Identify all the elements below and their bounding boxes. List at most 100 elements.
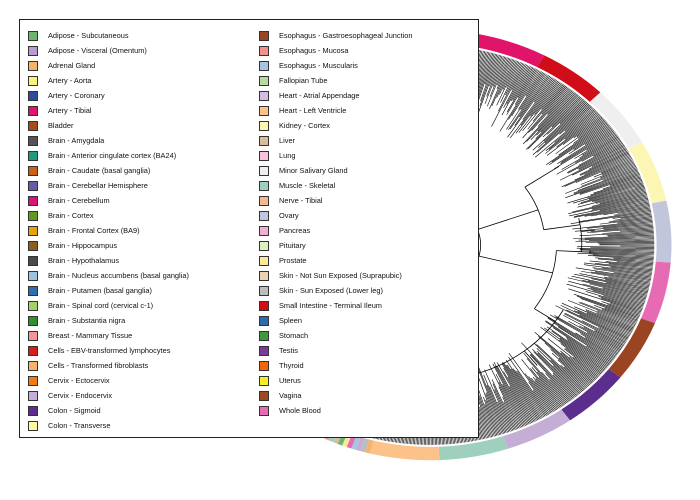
leaf-branch <box>595 190 646 204</box>
leaf-branch <box>603 276 650 286</box>
leaf-branch <box>521 359 561 408</box>
leaf-branch <box>577 252 654 258</box>
legend-swatch <box>28 270 38 281</box>
legend-label: Cervix - Ectocervix <box>48 376 110 385</box>
legend-item: Brain - Caudate (basal ganglia) <box>28 163 189 178</box>
leaf-branch <box>526 358 567 405</box>
legend-label: Brain - Amygdala <box>48 136 105 145</box>
ring-segment <box>561 369 621 421</box>
legend-swatch <box>28 135 38 146</box>
leaf-branch <box>568 320 622 351</box>
legend-label: Nerve - Tibial <box>279 196 323 205</box>
leaf-branch <box>485 393 502 435</box>
leaf-branch <box>586 312 632 333</box>
leaf-branch <box>594 263 653 271</box>
leaf-branch <box>619 228 654 232</box>
legend-item: Ovary <box>259 208 413 223</box>
leaf-branch <box>544 342 593 384</box>
legend-swatch <box>259 120 269 131</box>
legend-label: Prostate <box>279 256 307 265</box>
leaf-branch <box>495 373 524 427</box>
leaf-branch <box>538 102 589 148</box>
leaf-branch <box>617 207 651 214</box>
legend-item: Whole Blood <box>259 403 413 418</box>
leaf-branch <box>578 119 605 139</box>
legend-swatch <box>28 330 38 341</box>
leaf-branch <box>527 85 565 130</box>
leaf-branch <box>555 316 619 354</box>
leaf-branch <box>491 63 525 127</box>
leaf-branch <box>567 142 624 173</box>
leaf-branch <box>506 67 535 115</box>
legend-label: Adrenal Gland <box>48 61 96 70</box>
leaf-branch <box>605 282 649 292</box>
legend-label: Lung <box>279 151 296 160</box>
leaf-branch <box>484 53 496 85</box>
leaf-branch <box>507 376 535 423</box>
leaf-branch <box>603 206 651 216</box>
leaf-branch <box>531 367 564 406</box>
leaf-branch <box>573 116 603 139</box>
leaf-branch <box>545 111 598 154</box>
leaf-branch <box>506 65 529 105</box>
leaf-branch <box>508 357 550 415</box>
internal-branch <box>534 308 556 322</box>
legend-swatch <box>28 45 38 56</box>
legend-swatch <box>259 195 269 206</box>
leaf-branch <box>546 114 601 156</box>
leaf-branch <box>601 159 633 174</box>
leaf-branch <box>586 132 616 151</box>
leaf-branch <box>558 121 607 156</box>
leaf-branch <box>536 344 586 390</box>
leaf-branch <box>602 167 637 181</box>
leaf-branch <box>579 173 640 195</box>
leaf-branch <box>592 267 652 277</box>
internal-branch <box>534 250 557 309</box>
leaf-branch <box>577 145 625 170</box>
legend-item: Muscle - Skeletal <box>259 178 413 193</box>
legend-swatch <box>28 390 38 401</box>
leaf-branch <box>533 351 578 397</box>
leaf-branch <box>587 280 648 295</box>
legend-swatch <box>28 30 38 41</box>
leaf-branch <box>549 124 610 166</box>
legend-label: Small Intestine - Terminal Ileum <box>279 301 382 310</box>
leaf-branch <box>574 306 633 332</box>
leaf-branch <box>591 193 647 207</box>
legend-swatch <box>28 240 38 251</box>
leaf-branch <box>578 141 623 166</box>
legend-label: Brain - Anterior cingulate cortex (BA24) <box>48 151 177 160</box>
leaf-branch <box>528 376 555 412</box>
legend-item: Heart - Left Ventricle <box>259 103 413 118</box>
leaf-branch <box>585 310 633 331</box>
leaf-branch <box>491 379 516 430</box>
legend-item: Brain - Substantia nigra <box>28 313 189 328</box>
leaf-branch <box>501 363 538 421</box>
leaf-branch <box>532 376 559 410</box>
leaf-branch <box>572 182 644 204</box>
legend-label: Artery - Tibial <box>48 106 92 115</box>
leaf-branch <box>593 140 622 157</box>
legend-swatch <box>259 375 269 386</box>
leaf-branch <box>612 212 652 219</box>
leaf-branch <box>501 65 530 116</box>
legend-item: Skin - Sun Exposed (Lower leg) <box>259 283 413 298</box>
legend-label: Esophagus - Mucosa <box>279 46 349 55</box>
legend-item: Cells - Transformed fibroblasts <box>28 358 189 373</box>
legend-swatch <box>259 390 269 401</box>
leaf-branch <box>537 92 575 132</box>
legend-item: Liver <box>259 133 413 148</box>
legend-item: Brain - Nucleus accumbens (basal ganglia… <box>28 268 189 283</box>
leaf-branch <box>547 317 615 360</box>
legend-swatch <box>259 30 269 41</box>
leaf-branch <box>486 392 503 435</box>
legend-swatch <box>28 120 38 131</box>
internal-branch <box>524 165 560 188</box>
leaf-branch <box>573 293 640 317</box>
leaf-branch <box>579 230 654 237</box>
legend-swatch <box>259 315 269 326</box>
leaf-branch <box>535 95 580 139</box>
leaf-branch <box>525 96 581 150</box>
internal-branch <box>524 186 545 230</box>
leaf-branch <box>549 379 570 402</box>
